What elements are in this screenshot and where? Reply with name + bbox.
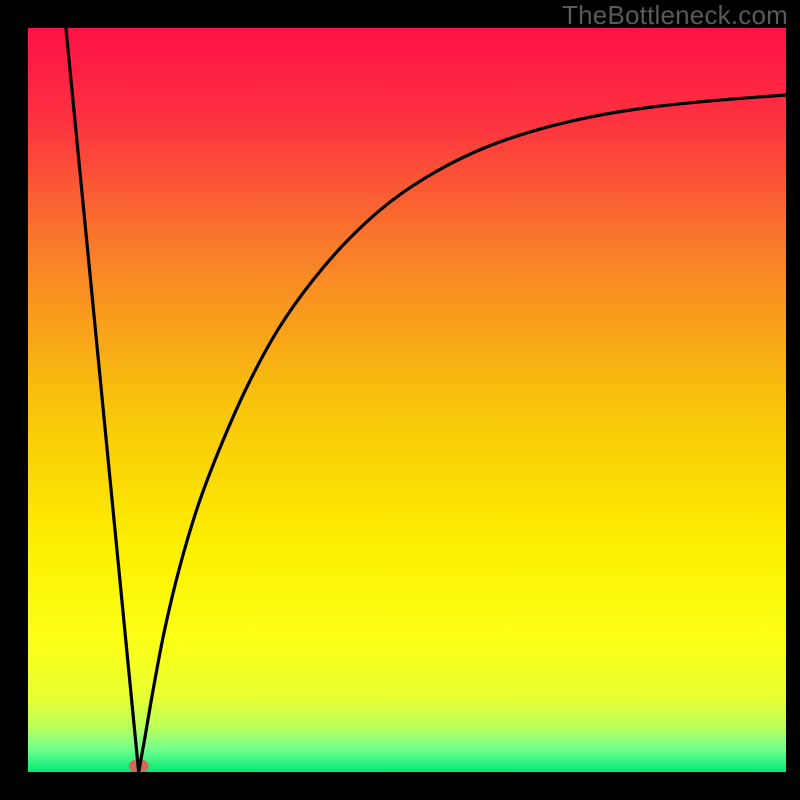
- watermark-text: TheBottleneck.com: [562, 0, 788, 31]
- curve-left-branch: [66, 28, 139, 772]
- plot-area: [28, 28, 786, 772]
- frame-border-right: [786, 0, 800, 800]
- frame-border-left: [0, 0, 28, 800]
- curve-right-branch: [139, 95, 786, 772]
- chart-frame: TheBottleneck.com: [0, 0, 800, 800]
- frame-border-bottom: [0, 772, 800, 800]
- bottleneck-curve: [28, 28, 786, 772]
